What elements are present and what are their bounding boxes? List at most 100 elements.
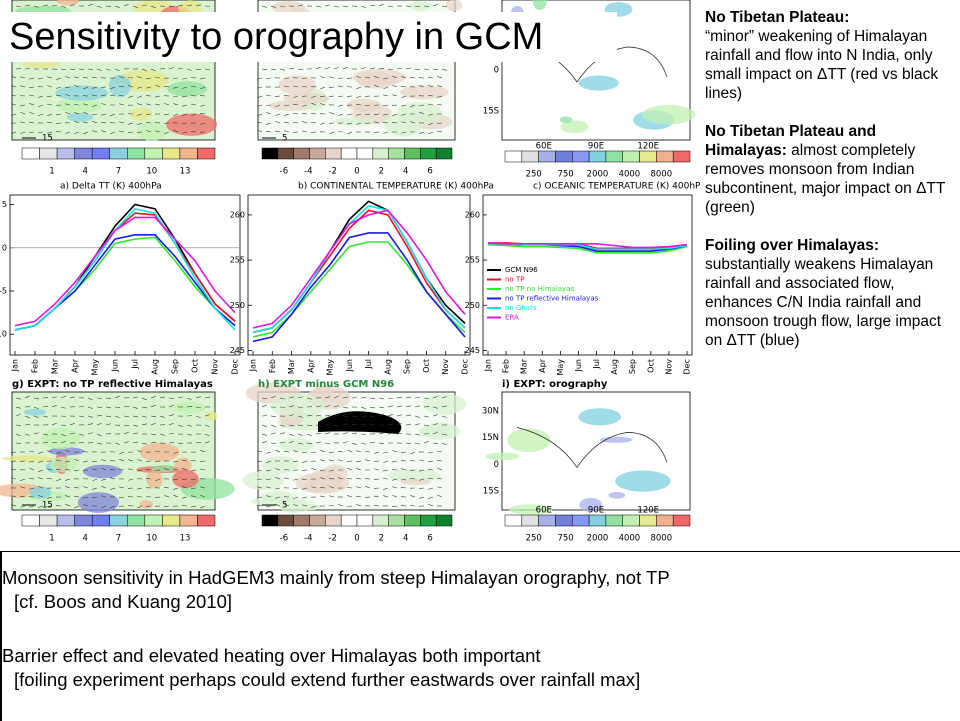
colorbar-cell xyxy=(40,148,58,159)
colorbar-tick-label: 1 xyxy=(49,534,54,544)
x-tick-label: Jun xyxy=(111,359,120,373)
legend-label: no TP no Himalayas xyxy=(505,285,575,293)
x-tick-label: Jan xyxy=(11,359,20,372)
colorbar-cell xyxy=(572,151,589,162)
colorbar-cell xyxy=(373,148,389,159)
y-tick-label: 0 xyxy=(2,243,7,252)
lon-label: 60E xyxy=(536,506,552,516)
colorbar-tick-label: -4 xyxy=(304,534,312,544)
y-tick-label: 255 xyxy=(465,256,480,265)
colorbar-cell xyxy=(606,515,623,526)
map-shading xyxy=(322,465,348,484)
legend-label: ERA xyxy=(505,314,519,322)
x-tick-label: Oct xyxy=(646,359,655,373)
colorbar-tick-label: -4 xyxy=(304,167,312,177)
colorbar-cell xyxy=(405,515,421,526)
x-tick-label: Nov xyxy=(664,359,673,375)
conclusion: Barrier effect and elevated heating over… xyxy=(2,644,960,668)
colorbar-cell xyxy=(57,515,75,526)
map-shading xyxy=(560,116,573,123)
vector-ref-label: 15 xyxy=(42,501,53,511)
colorbar-cell xyxy=(294,148,310,159)
y-tick-label: 255 xyxy=(230,256,245,265)
colorbar-cell xyxy=(555,515,572,526)
colorbar-cell xyxy=(278,515,294,526)
colorbar-cell xyxy=(673,151,690,162)
figure: 1514710135-6-4-20246graphy15N015S60E90E1… xyxy=(0,0,700,548)
colorbar-cell xyxy=(373,515,389,526)
colorbar-cell xyxy=(640,151,657,162)
x-tick-label: Feb xyxy=(268,359,277,373)
x-tick-label: Jun xyxy=(574,359,583,373)
panel-title: c) OCEANIC TEMPERATURE (K) 400hPa xyxy=(533,182,700,192)
map-shading xyxy=(262,456,299,473)
colorbar-cell xyxy=(262,515,278,526)
x-tick-label: Jan xyxy=(484,359,493,372)
x-tick-label: Mar xyxy=(520,358,529,374)
x-tick-label: Nov xyxy=(441,359,450,375)
map-shading xyxy=(166,114,217,136)
map-shading xyxy=(243,471,284,490)
colorbar-cell xyxy=(522,515,539,526)
map-shading xyxy=(579,76,619,91)
colorbar-tick-label: 13 xyxy=(180,167,191,177)
colorbar-tick-label: 750 xyxy=(557,170,573,180)
vector-ref-label: 5 xyxy=(282,134,287,144)
x-tick-label: Aug xyxy=(383,359,392,375)
colorbar-cell xyxy=(572,515,589,526)
colorbar-tick-label: 10 xyxy=(146,167,157,177)
colorbar-cell xyxy=(110,515,128,526)
colorbar-tick-label: 1 xyxy=(49,167,54,177)
map-shading xyxy=(167,81,207,96)
lat-label: 15S xyxy=(483,487,499,497)
lon-label: 60E xyxy=(536,142,552,152)
colorbar-tick-label: 8000 xyxy=(650,170,672,180)
colorbar-cell xyxy=(180,515,198,526)
colorbar-cell xyxy=(420,515,436,526)
colorbar-cell xyxy=(673,515,690,526)
map-shading xyxy=(137,122,166,141)
colorbar-tick-label: 250 xyxy=(526,170,542,180)
note-body: “minor” weakening of Himalayan rainfall … xyxy=(705,28,938,102)
y-tick-label: -5 xyxy=(0,287,7,296)
x-tick-label: Jan xyxy=(249,359,258,372)
lat-label: 15N xyxy=(482,433,499,443)
lon-label: 90E xyxy=(588,142,604,152)
map-shading xyxy=(615,470,670,491)
map-shading xyxy=(24,409,46,416)
note-heading: Foiling over Himalayas: xyxy=(705,237,879,254)
colorbar-cell xyxy=(75,515,93,526)
x-tick-label: Sep xyxy=(628,359,637,374)
colorbar-cell xyxy=(22,148,40,159)
map-shading xyxy=(146,470,162,488)
colorbar-cell xyxy=(325,515,341,526)
notes: No Tibetan Plateau:“minor” weakening of … xyxy=(705,8,957,369)
map-shading xyxy=(2,455,55,461)
note: No Tibetan Plateau:“minor” weakening of … xyxy=(705,8,957,103)
x-tick-label: May xyxy=(326,359,335,376)
colorbar-cell xyxy=(357,515,373,526)
colorbar-tick-label: 13 xyxy=(180,534,191,544)
colorbar-tick-label: -6 xyxy=(280,167,288,177)
colorbar-cell xyxy=(640,515,657,526)
colorbar-tick-label: 2000 xyxy=(587,534,609,544)
colorbar-tick-label: 2 xyxy=(379,534,384,544)
map-shading xyxy=(56,85,109,100)
colorbar-cell xyxy=(341,148,357,159)
colorbar-tick-label: 4 xyxy=(83,167,88,177)
y-tick-label: 5 xyxy=(2,200,7,209)
map-shading xyxy=(42,428,81,449)
map-shading xyxy=(600,437,632,443)
colorbar-cell xyxy=(436,148,452,159)
x-tick-label: Mar xyxy=(287,358,296,374)
x-tick-label: Feb xyxy=(31,359,40,373)
x-tick-label: Sep xyxy=(403,359,412,374)
legend-label: GCM N96 xyxy=(505,266,538,274)
note: Foiling over Himalayas:substantially wea… xyxy=(705,236,957,350)
colorbar-cell xyxy=(92,515,110,526)
map-shading xyxy=(609,492,626,499)
colorbar-tick-label: 6 xyxy=(427,534,432,544)
map-label: g) EXPT: no TP reflective Himalayas xyxy=(12,379,213,390)
colorbar-cell xyxy=(180,148,198,159)
